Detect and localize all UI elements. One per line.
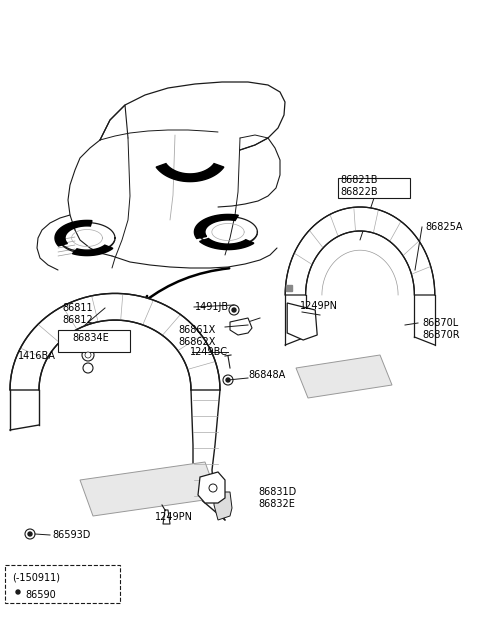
Text: 1249PN: 1249PN <box>155 512 193 522</box>
Text: (-150911): (-150911) <box>12 573 60 583</box>
Circle shape <box>232 308 236 312</box>
Circle shape <box>85 352 91 358</box>
Polygon shape <box>230 318 252 335</box>
Text: 86825A: 86825A <box>425 222 463 232</box>
Polygon shape <box>156 163 224 181</box>
Polygon shape <box>55 221 92 246</box>
Polygon shape <box>10 294 220 390</box>
Circle shape <box>209 484 217 492</box>
Polygon shape <box>338 178 410 198</box>
Circle shape <box>82 349 94 361</box>
Circle shape <box>25 529 35 539</box>
Polygon shape <box>194 214 239 238</box>
Circle shape <box>13 587 23 597</box>
Text: 86834E: 86834E <box>72 333 109 343</box>
Polygon shape <box>287 303 317 340</box>
Text: 1491JB: 1491JB <box>195 302 229 312</box>
Circle shape <box>229 305 239 315</box>
Text: 86861X
86862X: 86861X 86862X <box>178 325 216 347</box>
Circle shape <box>16 590 20 594</box>
Bar <box>286 285 292 291</box>
Text: 1249BC: 1249BC <box>190 347 228 357</box>
Polygon shape <box>214 492 232 520</box>
Polygon shape <box>198 472 225 503</box>
Polygon shape <box>200 238 254 249</box>
Text: 1249PN: 1249PN <box>300 301 338 311</box>
Text: 86831D
86832E: 86831D 86832E <box>258 487 296 508</box>
Text: 86811
86812: 86811 86812 <box>62 303 93 324</box>
Circle shape <box>28 532 32 536</box>
Text: 86870L
86870R: 86870L 86870R <box>422 318 460 340</box>
Bar <box>5 565 120 603</box>
Circle shape <box>226 378 230 382</box>
Polygon shape <box>285 207 435 295</box>
Text: 86821B
86822B: 86821B 86822B <box>340 175 378 197</box>
Text: 86590: 86590 <box>25 590 56 600</box>
Text: 1416BA: 1416BA <box>18 351 56 361</box>
Polygon shape <box>72 245 113 256</box>
Circle shape <box>83 363 93 373</box>
Text: 86848A: 86848A <box>248 370 285 380</box>
Polygon shape <box>296 355 392 398</box>
Text: 86593D: 86593D <box>52 530 90 540</box>
Polygon shape <box>80 462 218 516</box>
Bar <box>58 330 130 352</box>
Circle shape <box>223 375 233 385</box>
